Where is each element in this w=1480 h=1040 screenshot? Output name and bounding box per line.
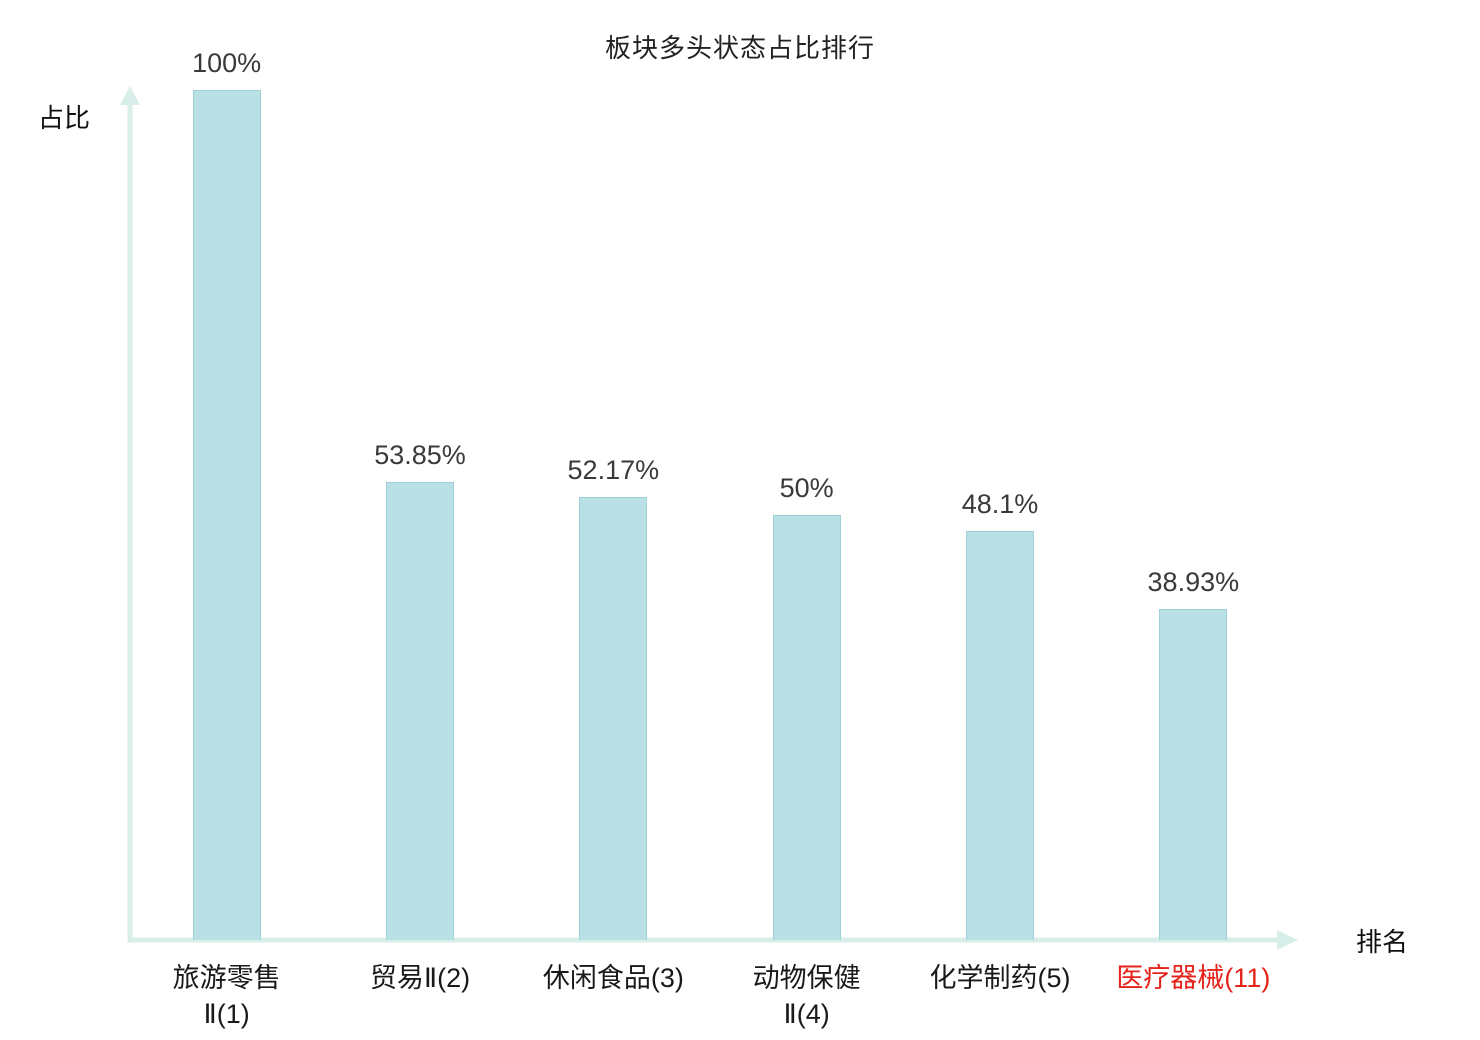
bar-value-label: 38.93%: [1147, 567, 1240, 598]
chart-title: 板块多头状态占比排行: [604, 33, 875, 63]
bar-category-label: 贸易Ⅱ(2): [369, 963, 471, 993]
bar-value-label: 52.17%: [567, 454, 660, 485]
bar-3: [579, 496, 648, 940]
bar-value-label: 53.85%: [374, 440, 466, 471]
bar-category-label: 休闲食品(3): [542, 963, 684, 993]
bar-6: [1159, 609, 1228, 940]
bar-value-label: 48.1%: [961, 489, 1039, 520]
bar-category-label: 化学制药(5): [929, 963, 1071, 993]
bar-category-label: 医疗器械(11): [1116, 963, 1271, 993]
y-axis-arrow-icon: [120, 86, 140, 105]
bar-value-label: 100%: [192, 48, 262, 78]
bar-category-label: 动物保健 Ⅱ(4): [752, 963, 861, 1029]
bar-1: [192, 90, 261, 940]
bar-2: [386, 482, 454, 940]
y-axis-label: 占比: [38, 103, 91, 133]
bar-5: [966, 531, 1034, 940]
x-axis-label: 排名: [1356, 927, 1409, 957]
bar-category-label: 旅游零售 Ⅱ(1): [172, 963, 281, 1029]
x-axis-arrow-icon: [1277, 930, 1298, 950]
bar-4: [772, 515, 841, 940]
bar-value-label: 50%: [779, 473, 834, 503]
